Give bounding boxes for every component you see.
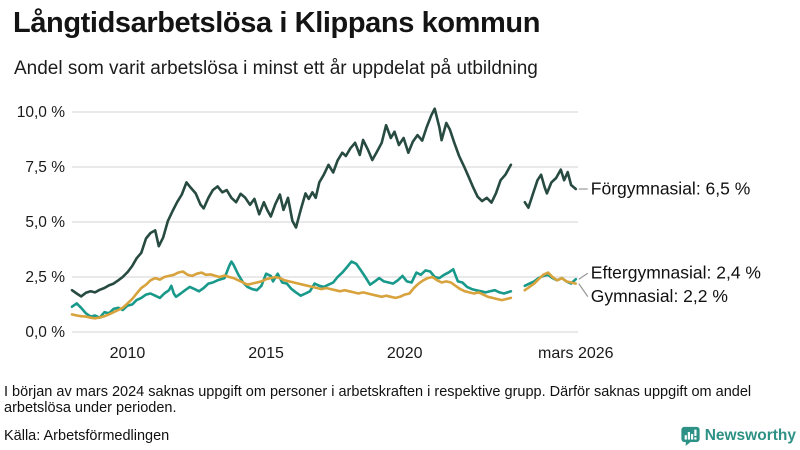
series-line-förgymnasial [70, 107, 578, 298]
series-end-label-eftergymnasial: Eftergymnasial: 2,4 % [591, 263, 761, 283]
chart-canvas: 10,0 % 7,5 % 5,0 % 2,5 % 0,0 % 2010 2015 2020 ma… [17, 104, 761, 362]
series-label-connector [578, 272, 589, 280]
y-axis-tick-label: 2,5 % [25, 269, 65, 286]
y-axis-tick-label: 0,0 % [25, 324, 65, 341]
x-axis-tick-label: 2015 [248, 345, 284, 362]
newsworthy-icon [681, 426, 700, 446]
series-label-connector [578, 283, 589, 297]
y-axis-tick-label: 5,0 % [25, 214, 65, 231]
page-title: Långtidsarbetslösa i Klippans kommun [13, 7, 541, 39]
series-end-label-gymnasial: Gymnasial: 2,2 % [591, 286, 728, 306]
chart-subtitle: Andel som varit arbetslösa i minst ett å… [14, 58, 538, 79]
newsworthy-wordmark: Newsworthy [704, 427, 796, 444]
x-axis-tick-label: 2020 [387, 345, 423, 362]
source-text: Källa: Arbetsförmedlingen [4, 428, 170, 444]
line-chart: 10,0 % 7,5 % 5,0 % 2,5 % 0,0 % 2010 2015 2020 ma… [17, 104, 761, 362]
newsworthy-logo[interactable]: Newsworthy [681, 425, 796, 447]
series-line-gymnasial [70, 270, 578, 320]
y-axis-tick-label: 10,0 % [17, 104, 65, 121]
y-axis-tick-label: 7,5 % [25, 159, 65, 176]
x-axis-tick-label: mars 2026 [538, 345, 614, 362]
series-end-label-förgymnasial: Förgymnasial: 6,5 % [591, 179, 751, 199]
x-axis-tick-label: 2010 [110, 345, 146, 362]
footnote-text: I början av mars 2024 saknas uppgift om … [4, 384, 752, 417]
